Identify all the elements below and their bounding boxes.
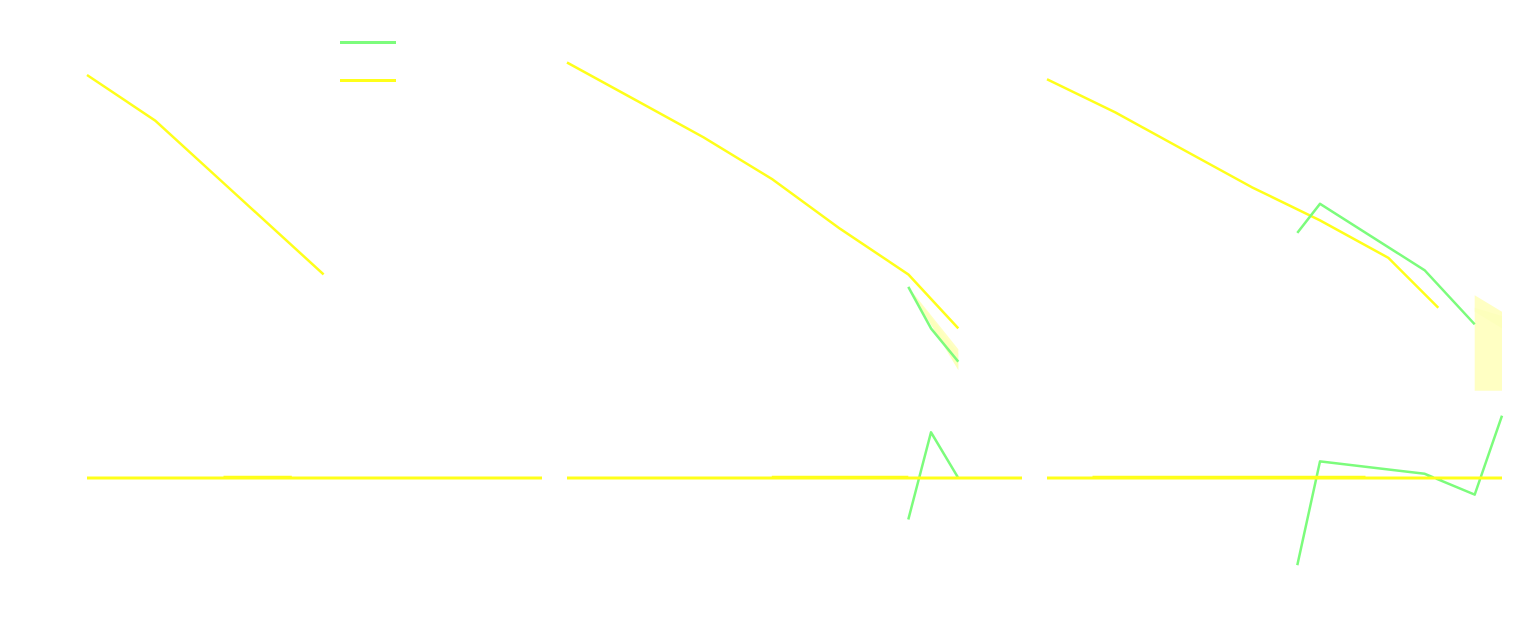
panel-3-series-3-green-line xyxy=(1296,415,1504,566)
panel-3 xyxy=(1046,78,1504,566)
legend-entry-1 xyxy=(340,32,420,52)
panel-1-series-1-yellow-line xyxy=(86,73,325,276)
panel-1 xyxy=(86,73,542,480)
legend xyxy=(340,30,420,90)
panel-3-series-2-green-line xyxy=(1296,202,1476,326)
panel-2 xyxy=(566,61,1022,520)
panel-3-series-1-yellow-line xyxy=(1046,78,1440,309)
panel-2-series-3-green-line xyxy=(907,431,960,520)
panel-2-series-1-yellow-line xyxy=(566,61,960,330)
panel-2-series-2-green-line xyxy=(907,286,960,363)
legend-swatch-green xyxy=(340,41,396,44)
legend-swatch-yellow xyxy=(340,79,396,82)
panel-3-band-2 xyxy=(1474,295,1502,391)
legend-entry-2 xyxy=(340,70,420,90)
